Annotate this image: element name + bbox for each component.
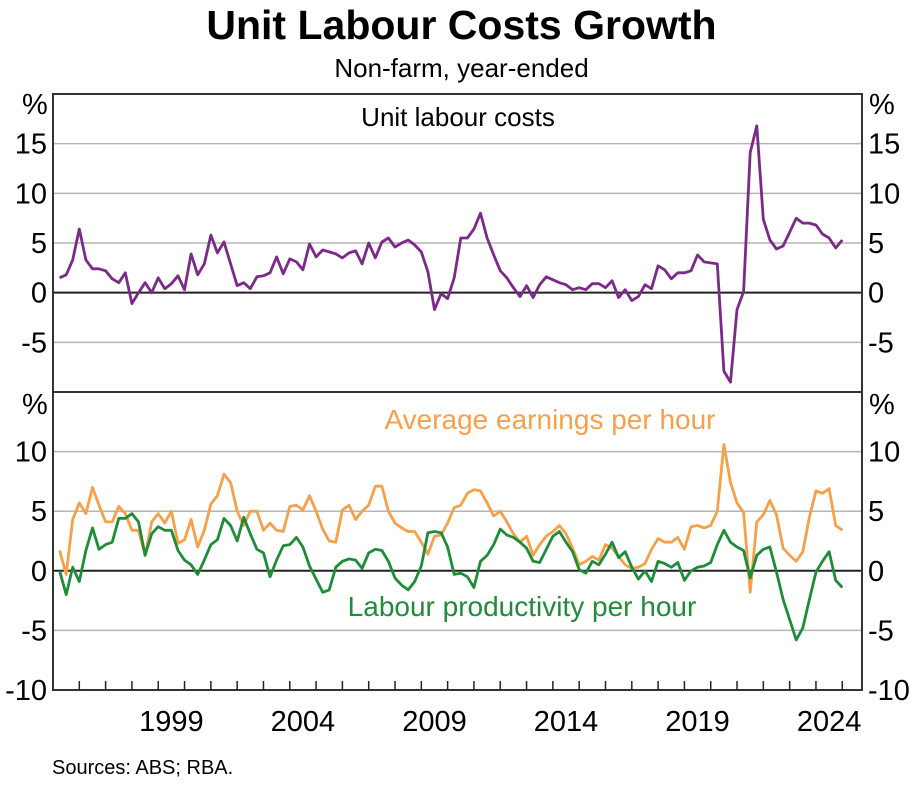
y-tick-label-left-top-5: 5 (31, 228, 47, 260)
legend-average-earnings: Average earnings per hour (384, 404, 715, 435)
source-note: Sources: ABS; RBA. (52, 757, 234, 779)
y-tick-label-right-bottom-10: 10 (868, 437, 900, 469)
grid-bottom (53, 450, 862, 632)
y-tick-label-right-bottom-neg5: -5 (868, 615, 894, 647)
zero-lines (53, 291, 862, 572)
y-tick-label-left-top-10: 10 (15, 178, 47, 210)
unit-label-top-right: % (869, 89, 895, 121)
unit-label-top-left: % (22, 89, 48, 121)
y-tick-label-right-top-15: 15 (868, 129, 900, 161)
y-tick-label-left-top-15: 15 (15, 129, 47, 161)
series-line-average-earnings-per-hour (58, 442, 844, 594)
y-tick-label-right-top-10: 10 (868, 178, 900, 210)
unit-label-bottom-left: % (22, 389, 48, 421)
y-tick-label-right-top-0: 0 (868, 278, 884, 310)
y-tick-label-left-top-neg5: -5 (21, 327, 47, 359)
panel-title-top: Unit labour costs (361, 102, 555, 132)
grid-top (53, 142, 862, 344)
y-tick-label-left-bottom-10: 10 (15, 437, 47, 469)
x-tick-label-2009: 2009 (402, 706, 467, 738)
y-tick-label-right-top-neg5: -5 (868, 327, 894, 359)
x-tick-label-2004: 2004 (271, 706, 336, 738)
y-tick-label-left-bottom-neg5: -5 (21, 615, 47, 647)
y-tick-label-right-bottom-neg10: -10 (868, 675, 910, 707)
y-tick-label-left-top-0: 0 (31, 278, 47, 310)
x-tick-label-2024: 2024 (797, 706, 862, 738)
x-tick-label-1999: 1999 (139, 706, 204, 738)
legend-labour-productivity: Labour productivity per hour (348, 591, 697, 622)
chart-title: Unit Labour Costs Growth (206, 2, 717, 48)
x-tick-label-2019: 2019 (665, 706, 730, 738)
y-tick-label-right-bottom-0: 0 (868, 556, 884, 588)
x-axis-ticks (78, 681, 844, 690)
plot-frame (52, 93, 863, 691)
y-tick-label-right-top-5: 5 (868, 228, 884, 260)
series-line-unit-labour-costs (59, 124, 844, 384)
chart-subtitle: Non-farm, year-ended (334, 53, 589, 83)
y-tick-label-right-bottom-5: 5 (868, 496, 884, 528)
x-tick-label-2014: 2014 (534, 706, 599, 738)
y-tick-label-left-bottom-0: 0 (31, 556, 47, 588)
y-tick-label-left-bottom-5: 5 (31, 496, 47, 528)
unit-label-bottom-right: % (869, 389, 895, 421)
axis-labels: -5 -5 0 0 5 5 10 10 15 15 -10 -10 -5 -5 0 0 5 5 10 10 1999 20… (5, 129, 910, 738)
y-tick-label-left-bottom-neg10: -10 (5, 675, 47, 707)
series-layer (58, 124, 844, 642)
series-line-labour-productivity-per-hour (58, 512, 844, 642)
